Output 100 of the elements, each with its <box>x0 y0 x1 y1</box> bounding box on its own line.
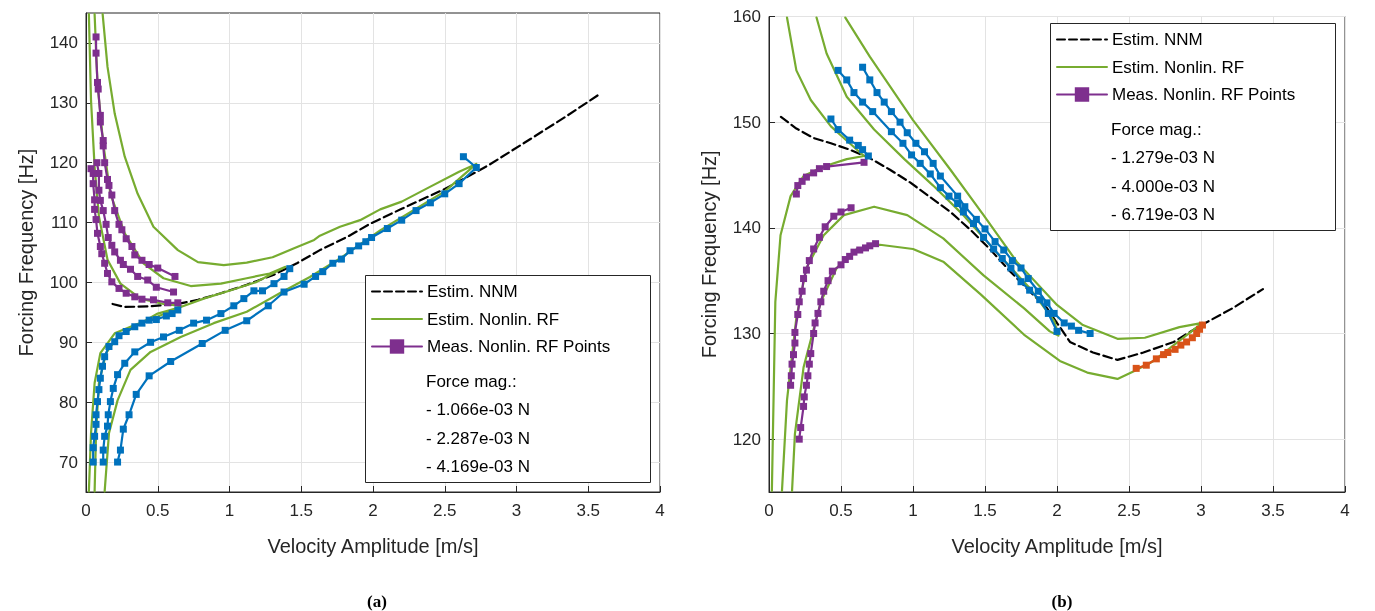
point <box>152 283 160 291</box>
point <box>134 272 142 280</box>
x-tick-label: 3 <box>511 501 522 520</box>
point <box>119 425 127 433</box>
point <box>93 229 101 237</box>
point <box>149 296 157 304</box>
point <box>164 299 172 307</box>
point <box>1060 319 1068 327</box>
point <box>869 108 877 116</box>
point <box>138 256 146 264</box>
point <box>850 89 858 97</box>
point <box>1142 361 1150 369</box>
point <box>89 458 97 466</box>
legend-label: Meas. Nonlin. RF Points <box>427 337 611 356</box>
point <box>104 411 112 419</box>
point <box>115 284 123 292</box>
point <box>815 233 823 241</box>
point <box>843 76 851 84</box>
point <box>346 247 354 255</box>
point <box>795 435 803 443</box>
text: (b) <box>1051 592 1073 611</box>
point <box>101 353 109 361</box>
point <box>203 316 211 324</box>
point <box>998 254 1006 262</box>
point <box>99 446 107 454</box>
point <box>787 372 795 380</box>
point <box>125 411 133 419</box>
point <box>791 328 799 336</box>
point <box>92 49 100 57</box>
point <box>800 275 808 283</box>
point <box>270 280 278 288</box>
point <box>1067 322 1075 330</box>
x-tick-label: 3.5 <box>576 501 601 520</box>
legend-label: Estim. NNM <box>1112 30 1203 49</box>
point <box>1050 309 1058 317</box>
point <box>108 191 116 199</box>
x-tick-label: 0.5 <box>145 501 170 520</box>
point <box>792 190 800 198</box>
point <box>131 251 139 259</box>
point <box>93 78 101 86</box>
point <box>145 372 153 380</box>
point <box>954 192 962 200</box>
point <box>815 165 823 173</box>
x-axis-title: Velocity Amplitude [m/s] <box>951 535 1163 557</box>
point <box>791 339 799 347</box>
x-tick-label: 0 <box>764 501 774 520</box>
y-tick-label: 130 <box>732 324 761 343</box>
point <box>945 192 953 200</box>
point <box>167 357 175 365</box>
point <box>834 66 842 74</box>
point <box>240 295 248 303</box>
point <box>929 159 937 167</box>
point <box>89 180 97 188</box>
point <box>1026 286 1034 294</box>
point <box>92 420 100 428</box>
point <box>873 89 881 97</box>
point <box>795 298 803 306</box>
point <box>105 343 113 350</box>
point <box>846 136 854 144</box>
annotation: - 1.279e-03 N <box>1111 148 1215 167</box>
point <box>152 316 160 324</box>
point <box>104 269 112 277</box>
x-tick-label: 2.5 <box>1117 501 1141 520</box>
point <box>1164 349 1172 357</box>
point <box>398 216 406 224</box>
point <box>145 260 153 268</box>
point <box>441 190 449 198</box>
point <box>122 328 130 336</box>
point <box>174 306 182 314</box>
point <box>936 172 944 180</box>
point <box>1177 341 1185 349</box>
point <box>92 33 100 41</box>
point <box>856 246 864 254</box>
point <box>794 310 802 318</box>
point <box>362 238 370 246</box>
point <box>859 98 867 106</box>
point <box>132 390 140 398</box>
point <box>104 422 112 430</box>
point <box>105 181 113 189</box>
y-axis-title: Forcing Frequency [Hz] <box>15 148 37 357</box>
y-tick-label: 120 <box>49 153 78 173</box>
point <box>121 359 129 367</box>
point <box>880 98 888 106</box>
point <box>91 205 99 213</box>
point <box>412 207 420 215</box>
point <box>145 316 153 324</box>
point <box>459 153 467 161</box>
point <box>908 151 916 159</box>
point <box>1086 330 1094 337</box>
y-tick-label: 130 <box>49 93 78 113</box>
point <box>827 115 835 123</box>
point <box>1152 355 1160 363</box>
point <box>847 204 855 212</box>
point <box>198 340 206 348</box>
point <box>89 444 97 452</box>
x-tick-label: 2.5 <box>432 501 457 520</box>
annotation: Force mag.: <box>426 371 517 391</box>
point <box>95 386 103 394</box>
annotation: - 4.169e-03 N <box>426 457 530 476</box>
point <box>355 242 363 250</box>
